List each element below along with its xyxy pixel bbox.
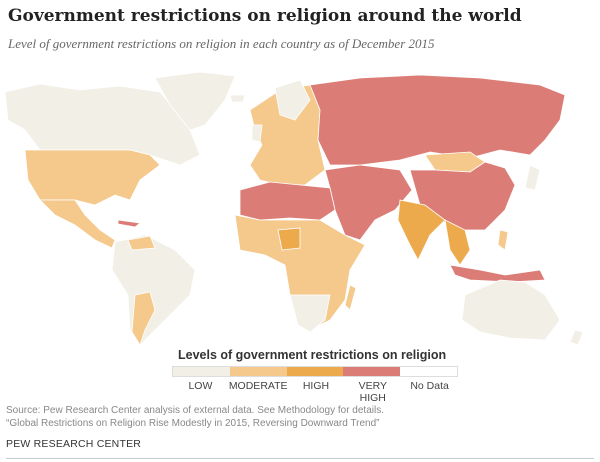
brand-label: PEW RESEARCH CENTER [6, 438, 142, 450]
region-north-africa [239, 181, 336, 221]
region-middle-east [324, 164, 413, 241]
legend-swatch-no-data [400, 367, 457, 376]
region-japan [524, 164, 541, 191]
region-southeast-asia [444, 219, 471, 266]
subtitle: Level of government restrictions on reli… [8, 36, 435, 51]
region-scandinavia [274, 79, 311, 121]
legend-swatch-moderate [229, 367, 287, 376]
asia [309, 74, 566, 283]
source-note: Source: Pew Research Center analysis of … [6, 404, 384, 430]
page-title: Government restrictions on religion arou… [8, 6, 522, 26]
legend-swatch-high [286, 367, 344, 376]
legend-labels: LOW MODERATE HIGH VERY HIGH No Data [172, 380, 458, 404]
region-southern-africa [289, 294, 331, 333]
legend-label-very-high: VERY HIGH [358, 380, 387, 404]
region-south-america [111, 234, 196, 345]
legend-label-moderate: MODERATE [228, 380, 288, 392]
region-new-zealand [569, 329, 584, 345]
legend-color-bar [172, 366, 458, 377]
source-text: Source: Pew Research Center analysis of … [6, 405, 384, 416]
report-title: “Global Restrictions on Religion Rise Mo… [6, 418, 380, 429]
region-russia [309, 74, 566, 166]
world-map [4, 71, 584, 345]
divider [6, 458, 594, 459]
region-iceland-uk [229, 94, 263, 143]
region-usa [24, 149, 161, 206]
region-nigeria [277, 227, 301, 251]
legend-label-no-data: No Data [410, 380, 449, 392]
legend-label-low: LOW [188, 380, 213, 392]
oceania [461, 279, 584, 345]
region-australia [461, 279, 561, 341]
region-canada-alaska [4, 83, 201, 166]
legend-title: Levels of government restrictions on rel… [178, 348, 447, 362]
africa [234, 181, 366, 333]
region-argentina [131, 291, 156, 345]
legend-swatch-low [173, 367, 230, 376]
europe [229, 79, 326, 186]
legend-swatch-very-high [343, 367, 401, 376]
region-india [397, 199, 446, 261]
north-america [4, 71, 236, 249]
south-america [111, 234, 196, 345]
region-mexico-central [39, 199, 116, 249]
region-philippines [497, 229, 509, 251]
legend-label-high: HIGH [302, 380, 330, 392]
region-africa [234, 214, 366, 331]
region-cuba [117, 219, 141, 228]
region-madagascar [344, 284, 357, 311]
region-venezuela [127, 235, 156, 251]
region-greenland [154, 71, 236, 131]
region-indonesia [449, 264, 546, 283]
